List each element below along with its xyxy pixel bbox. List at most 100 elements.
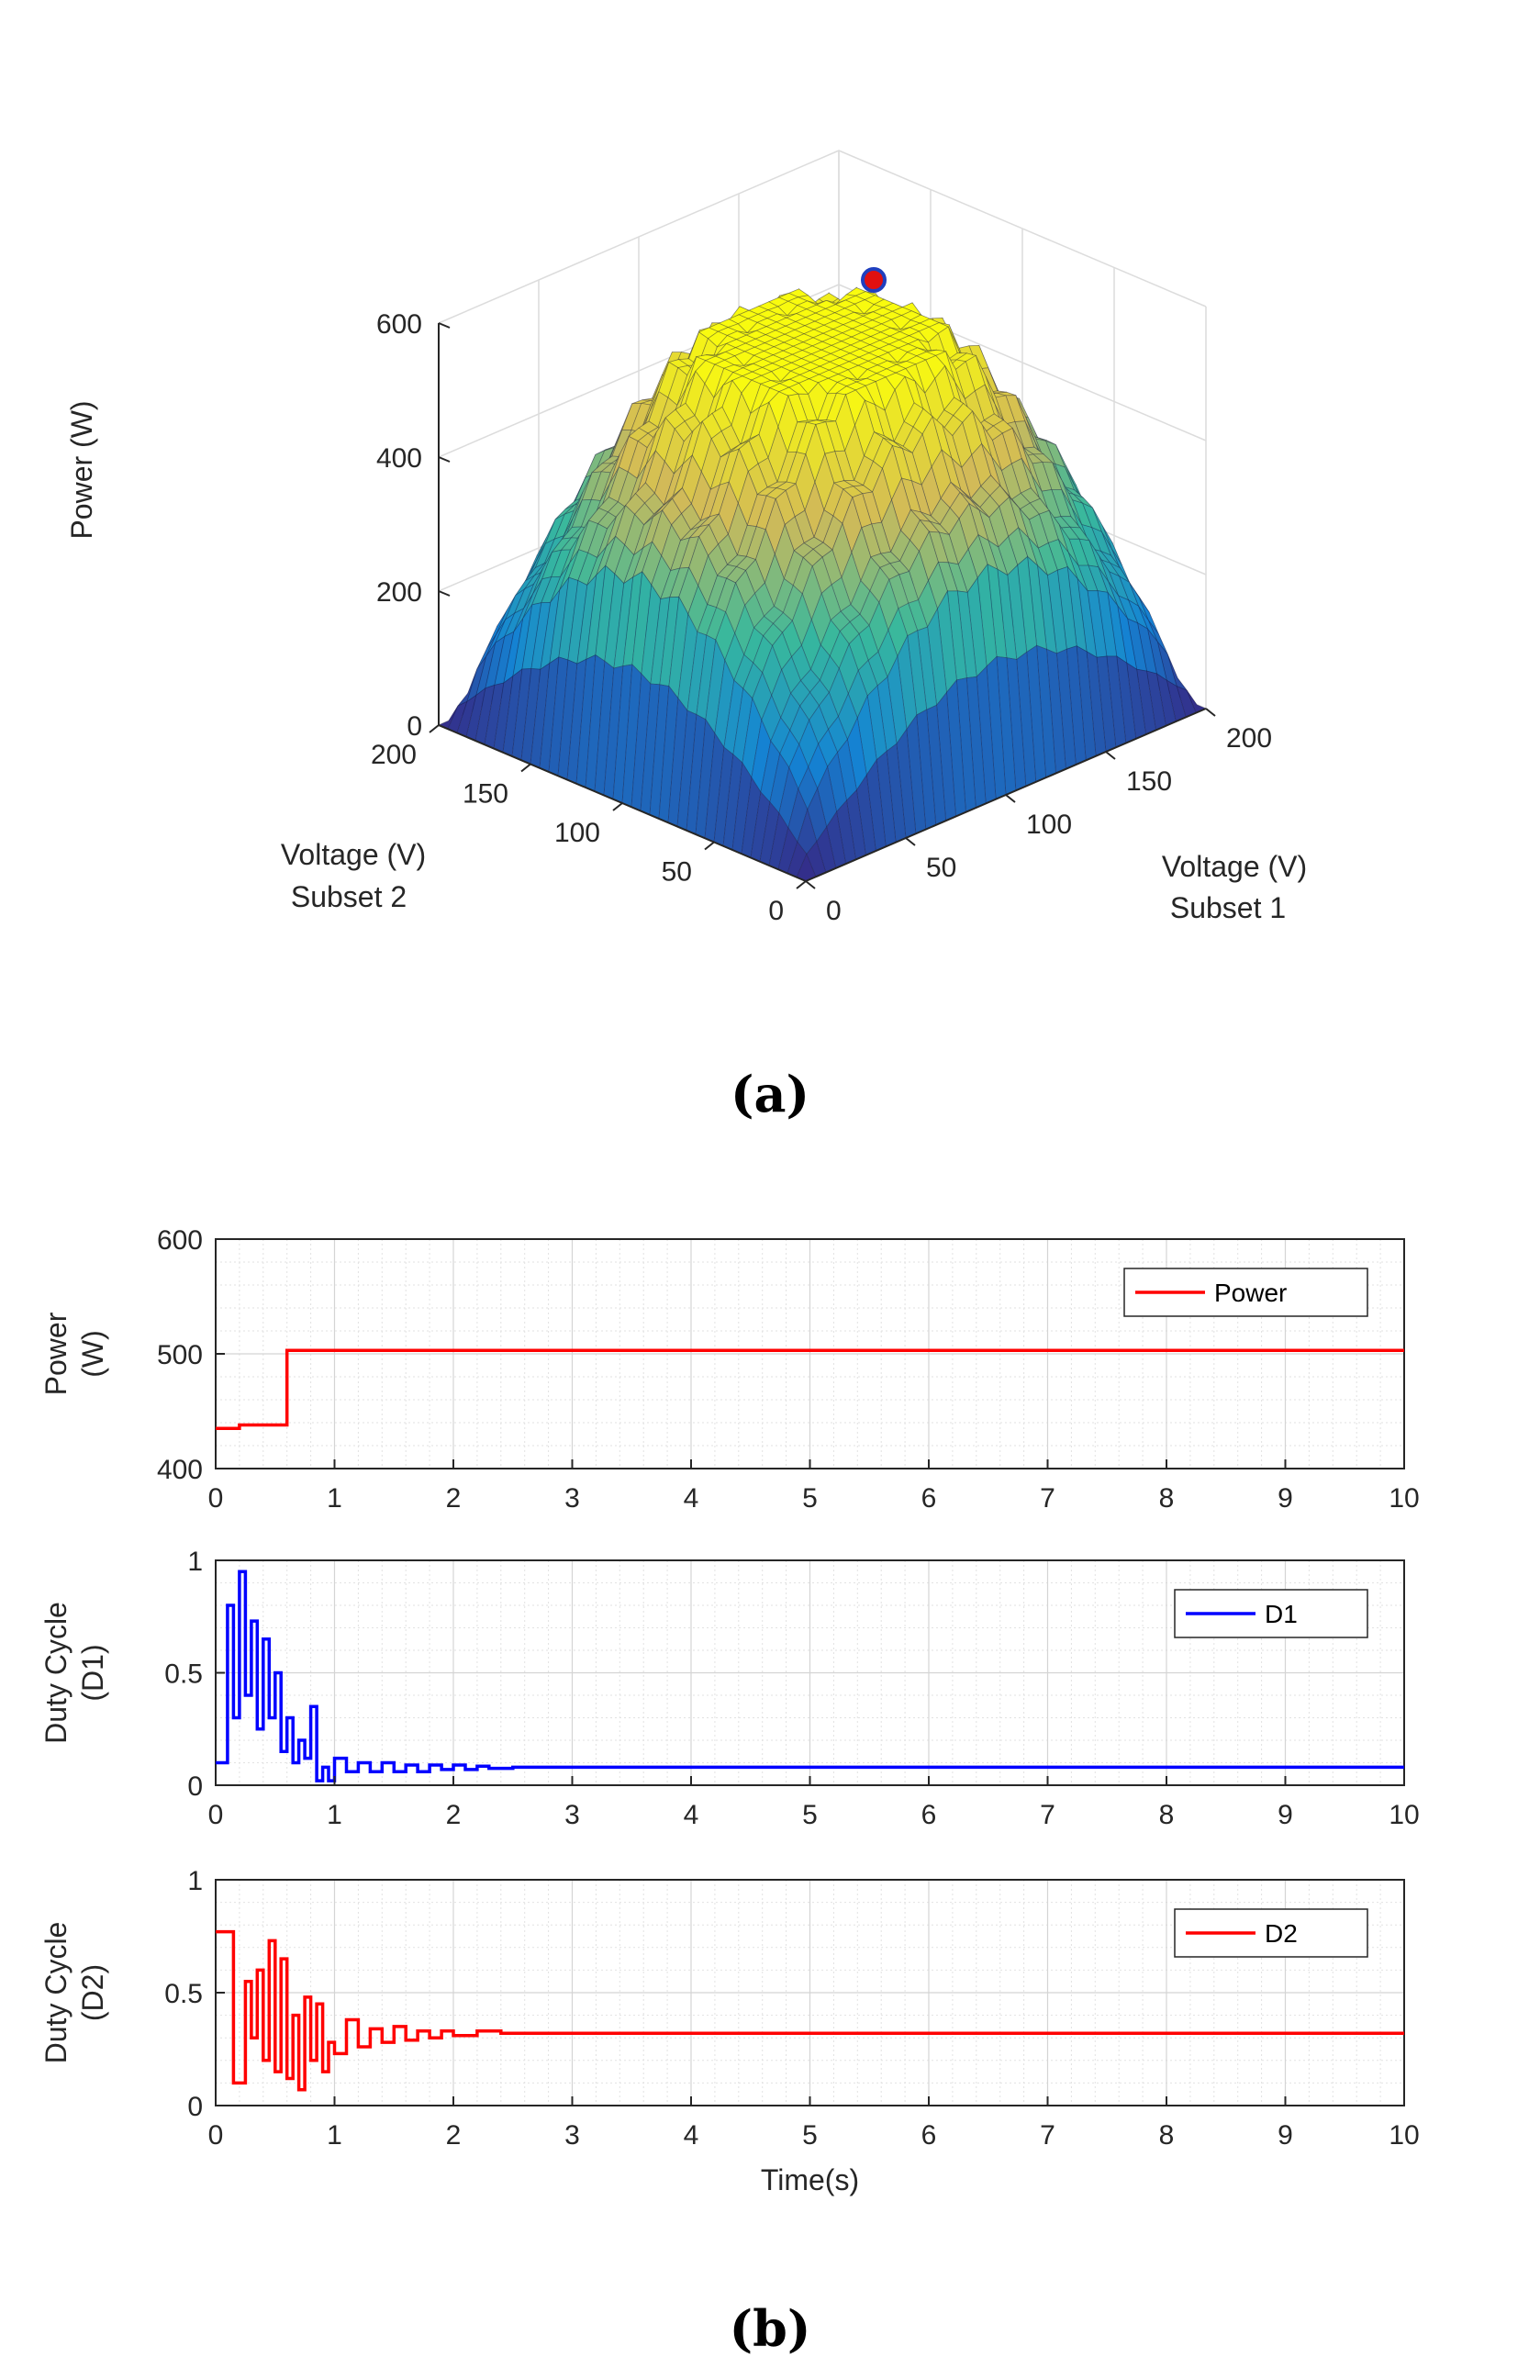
surface-mesh: [437, 267, 1208, 882]
surface-patch: [982, 425, 1002, 471]
surface-patch: [708, 322, 730, 332]
surface-patch: [942, 425, 963, 469]
surface-patch: [786, 305, 808, 317]
surface-patch: [535, 519, 556, 562]
x-tick-label: 200: [1226, 723, 1272, 754]
z-tick: [438, 456, 451, 463]
y-tick-label: 400: [157, 1455, 203, 1485]
y-axis-label-line1: Duty Cycle: [39, 1922, 73, 2064]
surface-patch: [586, 546, 608, 586]
surface-patch: [476, 633, 497, 670]
surface-patch: [763, 346, 785, 356]
surface-patch: [998, 535, 1019, 576]
surface-patch: [690, 516, 710, 531]
surface-patch: [485, 619, 507, 657]
surface-patch: [1117, 605, 1138, 671]
x-tick-label: 9: [1278, 2120, 1293, 2151]
x-tick-label: 8: [1159, 1483, 1175, 1514]
surface-patch: [679, 526, 700, 542]
surface-patch: [945, 351, 965, 399]
surface-patch: [896, 352, 918, 363]
surface-patch: [1077, 564, 1099, 592]
x-tick-label: 9: [1278, 1483, 1293, 1514]
surface-patch: [1032, 462, 1053, 492]
surface-patch: [688, 523, 710, 539]
surface-patch: [503, 608, 525, 638]
surface-patch: [550, 563, 571, 603]
x-axis-label-line1: Voltage (V): [1162, 850, 1307, 883]
surface-patch: [1058, 524, 1079, 566]
y-axis-label-line2: (D2): [76, 1964, 109, 2021]
surface-patch: [1060, 516, 1081, 529]
x-tick-label: 0: [826, 896, 842, 926]
x-tick-label: 3: [564, 1800, 580, 1830]
x-tick-label: 5: [802, 1800, 818, 1830]
surface-patch: [581, 471, 602, 501]
y-axis-label-line2: Subset 2: [291, 880, 407, 913]
y-tick-label: 100: [554, 818, 600, 848]
surface-patch: [832, 480, 854, 490]
surface-patch: [826, 382, 848, 395]
x-tick: [1205, 708, 1216, 717]
surface-patch: [1138, 597, 1159, 634]
x-tick-label: 2: [446, 2120, 462, 2151]
surface-patch: [572, 472, 593, 519]
surface-patch: [975, 355, 996, 405]
x-tick-label: 0: [208, 2120, 224, 2151]
surface-patch: [1028, 537, 1048, 575]
surface-patch: [653, 497, 673, 518]
surface-patch: [1127, 598, 1149, 630]
series-line-power: [216, 1348, 1404, 1431]
y-tick: [704, 841, 715, 851]
y-tick-label: 600: [157, 1225, 203, 1256]
surface-patch: [494, 611, 516, 644]
surface-patch: [1107, 592, 1128, 665]
surface-patch: [1021, 445, 1043, 492]
surface-patch: [1009, 497, 1029, 538]
surface-patch: [1066, 565, 1088, 653]
x-tick-label: 1: [327, 1483, 342, 1514]
surface-patch: [766, 306, 788, 317]
y-tick-label: 1: [187, 1866, 203, 1896]
surface-patch: [623, 546, 644, 585]
panel-label-b: (b): [729, 2299, 811, 2358]
surface-patch: [831, 332, 853, 342]
y-tick-label: 50: [662, 857, 692, 888]
surface-patch: [1010, 457, 1032, 494]
x-tick-label: 9: [1278, 1800, 1293, 1830]
surface-patch: [749, 401, 770, 440]
surface-patch: [1055, 444, 1076, 487]
surface-patch: [525, 563, 545, 582]
x-axis-label: Time(s): [761, 2163, 859, 2196]
z-tick: [438, 724, 451, 731]
z-tick-label: 600: [376, 309, 422, 340]
surface-patch: [1027, 555, 1047, 651]
x-tick-label: 8: [1159, 2120, 1175, 2151]
surface-patch: [951, 456, 972, 500]
y-tick-label: 0: [187, 2092, 203, 2122]
surface-patch: [1036, 564, 1057, 654]
surface-patch: [1092, 507, 1112, 550]
surface-patch: [541, 575, 562, 604]
x-tick-label: 8: [1159, 1800, 1175, 1830]
surface-patch: [985, 376, 1006, 425]
surface-patch: [876, 352, 898, 363]
max-power-point: [861, 267, 887, 293]
x-tick-label: 50: [926, 853, 956, 883]
surface-patch: [513, 593, 534, 632]
surface-patch: [709, 451, 731, 490]
surface-patch: [595, 445, 615, 455]
surface-patch: [596, 536, 617, 575]
surface-patch: [561, 526, 583, 540]
z-tick-label: 200: [376, 577, 422, 608]
surface-patch: [1046, 569, 1067, 654]
surface-patch: [1015, 395, 1036, 442]
surface-patch: [1136, 621, 1157, 675]
surface-patch: [867, 348, 889, 358]
surface-patch: [1042, 462, 1063, 491]
surface-patch: [739, 433, 760, 445]
surface-patch: [1118, 575, 1140, 608]
surface-patch: [608, 436, 630, 485]
surface-patch: [972, 410, 992, 457]
